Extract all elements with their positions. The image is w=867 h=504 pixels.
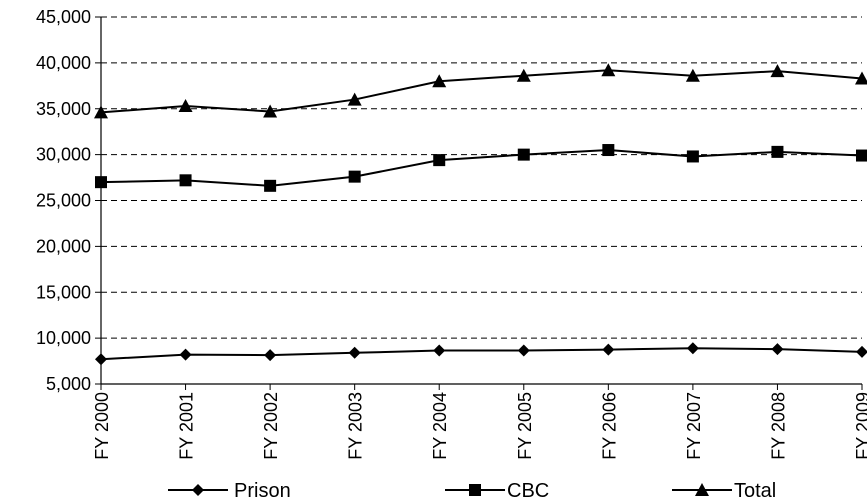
legend-label-prison: Prison (234, 480, 291, 502)
x-tick-label: FY 2003 (346, 392, 366, 460)
data-point-cbc (771, 145, 784, 158)
y-tick-label: 15,000 (36, 282, 91, 302)
data-point-total (178, 98, 193, 112)
data-point-prison (771, 343, 784, 356)
data-point-total (516, 68, 531, 82)
series-line-cbc (100, 149, 863, 187)
data-point-cbc (264, 179, 277, 192)
data-point-prison (348, 346, 361, 359)
series-line-total (100, 69, 863, 114)
x-tick-label: FY 2008 (768, 392, 788, 460)
y-tick-label: 25,000 (36, 191, 91, 211)
data-point-prison (95, 353, 107, 366)
legend-marker-total (695, 483, 709, 496)
y-tick-label: 20,000 (36, 236, 91, 256)
legend: Prison CBC Total (168, 480, 776, 502)
series-line-prison (100, 347, 863, 361)
data-point-prison (602, 343, 615, 356)
legend-label-total: Total (734, 480, 776, 502)
series-group (94, 63, 867, 366)
legend-marker-cbc (469, 484, 481, 496)
data-point-cbc (602, 144, 615, 157)
data-point-total (94, 105, 108, 119)
y-tick-label: 5,000 (46, 374, 91, 394)
data-point-total (263, 104, 278, 118)
legend-label-cbc: CBC (507, 480, 549, 502)
y-tick-label: 30,000 (36, 145, 91, 165)
x-tick-label: FY 2004 (430, 392, 450, 460)
data-point-cbc (348, 170, 361, 183)
data-point-cbc (517, 148, 530, 161)
data-point-cbc (433, 154, 446, 167)
data-point-total (601, 63, 616, 77)
y-tick-label: 35,000 (36, 99, 91, 119)
y-tick-label: 40,000 (36, 53, 91, 73)
x-axis-ticks: FY 2000 FY 2001 FY 2002 FY 2003 FY 2004 FY 20… (92, 384, 867, 460)
grid-lines (101, 16, 862, 339)
data-point-cbc (856, 149, 867, 162)
data-point-prison (179, 348, 192, 361)
x-tick-label: FY 2002 (261, 392, 281, 460)
data-point-total (432, 74, 447, 88)
x-tick-label: FY 2007 (684, 392, 704, 460)
data-point-total (855, 71, 867, 85)
x-tick-label: FY 2009 (853, 392, 867, 460)
data-point-prison (264, 349, 277, 362)
legend-marker-prison (192, 484, 204, 496)
x-tick-label: FY 2006 (599, 392, 619, 460)
x-tick-label: FY 2000 (92, 392, 112, 460)
y-axis-ticks: 5,000 10,000 15,000 20,000 25,000 30,000 35,00… (36, 7, 101, 394)
data-point-cbc (95, 176, 107, 189)
data-point-total (347, 92, 362, 106)
data-point-total (770, 64, 785, 78)
data-point-cbc (686, 150, 699, 163)
x-tick-label: FY 2005 (515, 392, 535, 460)
data-point-prison (433, 344, 446, 357)
data-point-total (685, 68, 700, 82)
data-point-prison (856, 345, 867, 358)
data-point-cbc (179, 174, 192, 187)
data-point-prison (517, 344, 530, 357)
y-tick-label: 45,000 (36, 7, 91, 27)
x-tick-label: FY 2001 (177, 392, 197, 460)
y-tick-label: 10,000 (36, 328, 91, 348)
data-point-prison (686, 342, 699, 355)
